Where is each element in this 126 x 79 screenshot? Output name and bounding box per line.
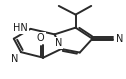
Text: O: O [37, 33, 45, 43]
Text: N: N [55, 38, 62, 48]
Text: N: N [116, 34, 124, 44]
Text: HN: HN [13, 23, 28, 33]
Text: N: N [11, 54, 19, 64]
